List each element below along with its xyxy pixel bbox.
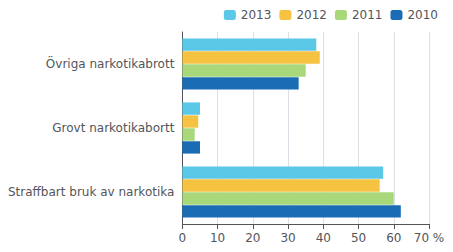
svg-text:2011: 2011 — [352, 8, 383, 22]
svg-text:Straffbart bruk av narkotika: Straffbart bruk av narkotika — [8, 185, 174, 199]
svg-text:2013: 2013 — [241, 8, 272, 22]
svg-text:Grovt narkotikabortt: Grovt narkotikabortt — [52, 121, 174, 135]
svg-text:10: 10 — [210, 231, 225, 245]
svg-text:0: 0 — [179, 231, 187, 245]
svg-text:70 %: 70 % — [414, 231, 445, 245]
svg-text:20: 20 — [245, 231, 260, 245]
svg-text:50: 50 — [351, 231, 366, 245]
svg-text:2012: 2012 — [296, 8, 327, 22]
svg-text:2010: 2010 — [407, 8, 438, 22]
svg-text:Övriga narkotikabrott: Övriga narkotikabrott — [46, 55, 175, 71]
svg-text:40: 40 — [316, 231, 331, 245]
svg-text:60: 60 — [386, 231, 401, 245]
svg-text:30: 30 — [280, 231, 295, 245]
